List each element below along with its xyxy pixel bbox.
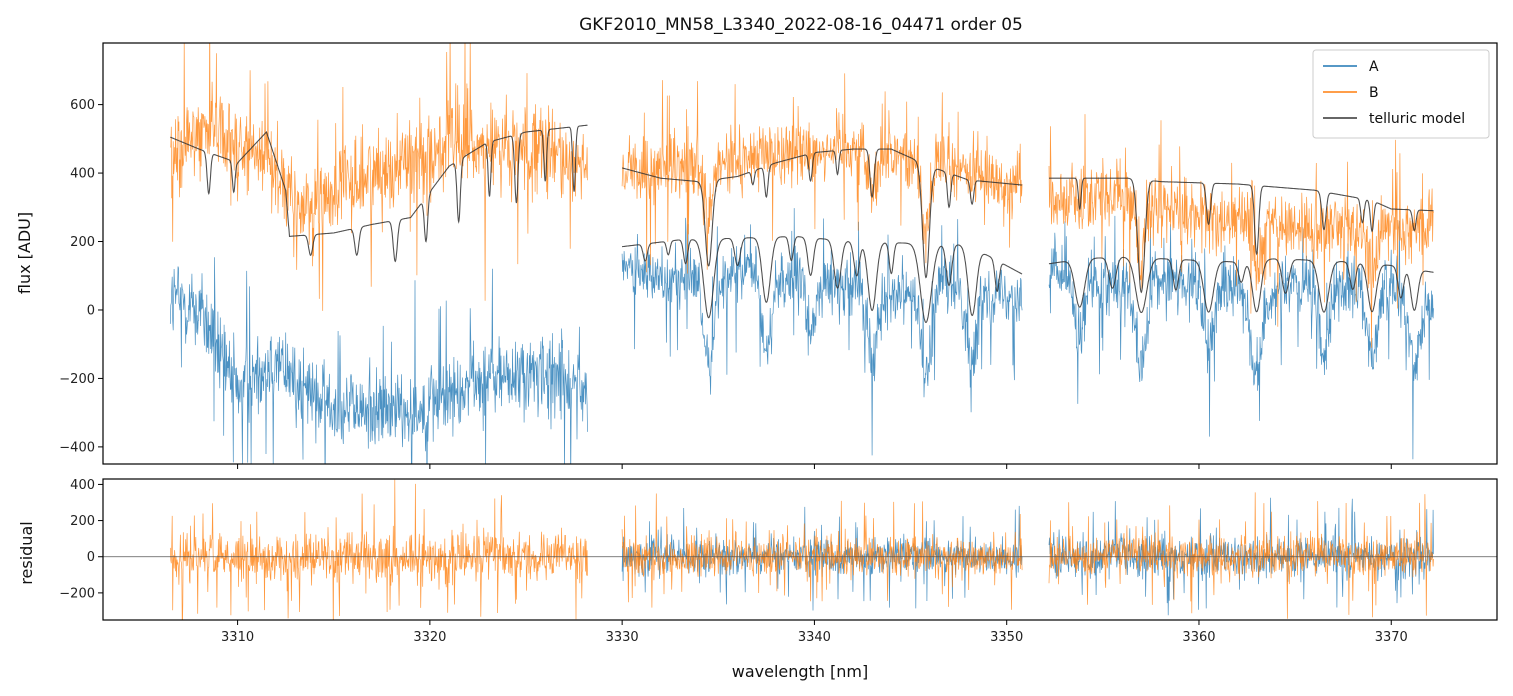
- series-a-segment-1: [169, 257, 588, 464]
- residual-b-segment-2: [621, 493, 1023, 610]
- residual-y-ticks: −200 0 200 400: [59, 478, 103, 601]
- series-b-segment-3: [1048, 114, 1434, 348]
- flux-y-tick-label: −200: [59, 372, 95, 387]
- chart-title: GKF2010_MN58_L3340_2022-08-16_04471 orde…: [579, 15, 1023, 35]
- flux-series-group: [169, 43, 1434, 464]
- legend-item-b: B: [1323, 85, 1379, 101]
- residual-series-group: [169, 479, 1434, 620]
- telluric-b-model-segment-3: [1049, 177, 1434, 294]
- legend-item-a: A: [1323, 59, 1379, 75]
- telluric-b-model-segment-1: [169, 124, 588, 263]
- residual-y-tick-label: 400: [70, 478, 95, 493]
- flux-y-tick-label: 600: [70, 98, 95, 113]
- residual-y-axis-label: residual: [17, 521, 36, 584]
- series-a-segment-3: [1048, 215, 1434, 460]
- x-tick-label: 3340: [798, 630, 831, 645]
- legend-item-telluric: telluric model: [1323, 111, 1465, 127]
- legend-label-telluric: telluric model: [1369, 111, 1465, 127]
- telluric-b-model-segment-2: [621, 148, 1023, 279]
- telluric-a-model-segment-2: [621, 236, 1023, 323]
- residual-a-segment-3: [1048, 497, 1434, 616]
- residual-b-segment-1: [169, 479, 588, 620]
- flux-y-tick-label: −400: [59, 440, 95, 455]
- legend-label-a: A: [1369, 59, 1379, 75]
- x-tick-label: 3310: [221, 630, 254, 645]
- residual-x-ticks: 3310 3320 3330 3340 3350 3360 3370: [221, 620, 1408, 645]
- residual-panel: −200 0 200 400 3310 3320 3330 3340 3350 3360 3370…: [17, 478, 1498, 645]
- flux-panel: −400 −200 0 200 400 600 flux [ADU]: [15, 42, 1498, 469]
- flux-y-ticks: −400 −200 0 200 400 600: [59, 98, 103, 455]
- flux-y-tick-label: 200: [70, 235, 95, 250]
- x-tick-label: 3330: [606, 630, 639, 645]
- telluric-a-model-segment-3: [1048, 256, 1434, 314]
- residual-y-tick-label: 0: [87, 550, 95, 565]
- flux-y-axis-label: flux [ADU]: [15, 212, 34, 294]
- residual-y-tick-label: −200: [59, 586, 95, 601]
- series-a-segment-2: [621, 208, 1023, 456]
- flux-panel-frame: [102, 42, 1498, 465]
- residual-y-tick-label: 200: [70, 514, 95, 529]
- legend: A B telluric model: [1312, 49, 1490, 139]
- series-b-segment-1: [170, 43, 588, 311]
- residual-b-segment-3: [1048, 492, 1434, 619]
- x-tick-label: 3360: [1182, 630, 1215, 645]
- x-tick-label: 3370: [1375, 630, 1408, 645]
- flux-y-tick-label: 0: [87, 303, 95, 318]
- legend-box: [1312, 49, 1490, 139]
- series-b-segment-2: [621, 73, 1023, 274]
- x-tick-label: 3350: [990, 630, 1023, 645]
- legend-label-b: B: [1369, 85, 1379, 101]
- flux-y-tick-label: 400: [70, 167, 95, 182]
- x-axis-label: wavelength [nm]: [732, 662, 869, 681]
- flux-x-ticks: [237, 464, 1392, 469]
- x-tick-label: 3320: [413, 630, 446, 645]
- residual-panel-frame: [102, 478, 1498, 621]
